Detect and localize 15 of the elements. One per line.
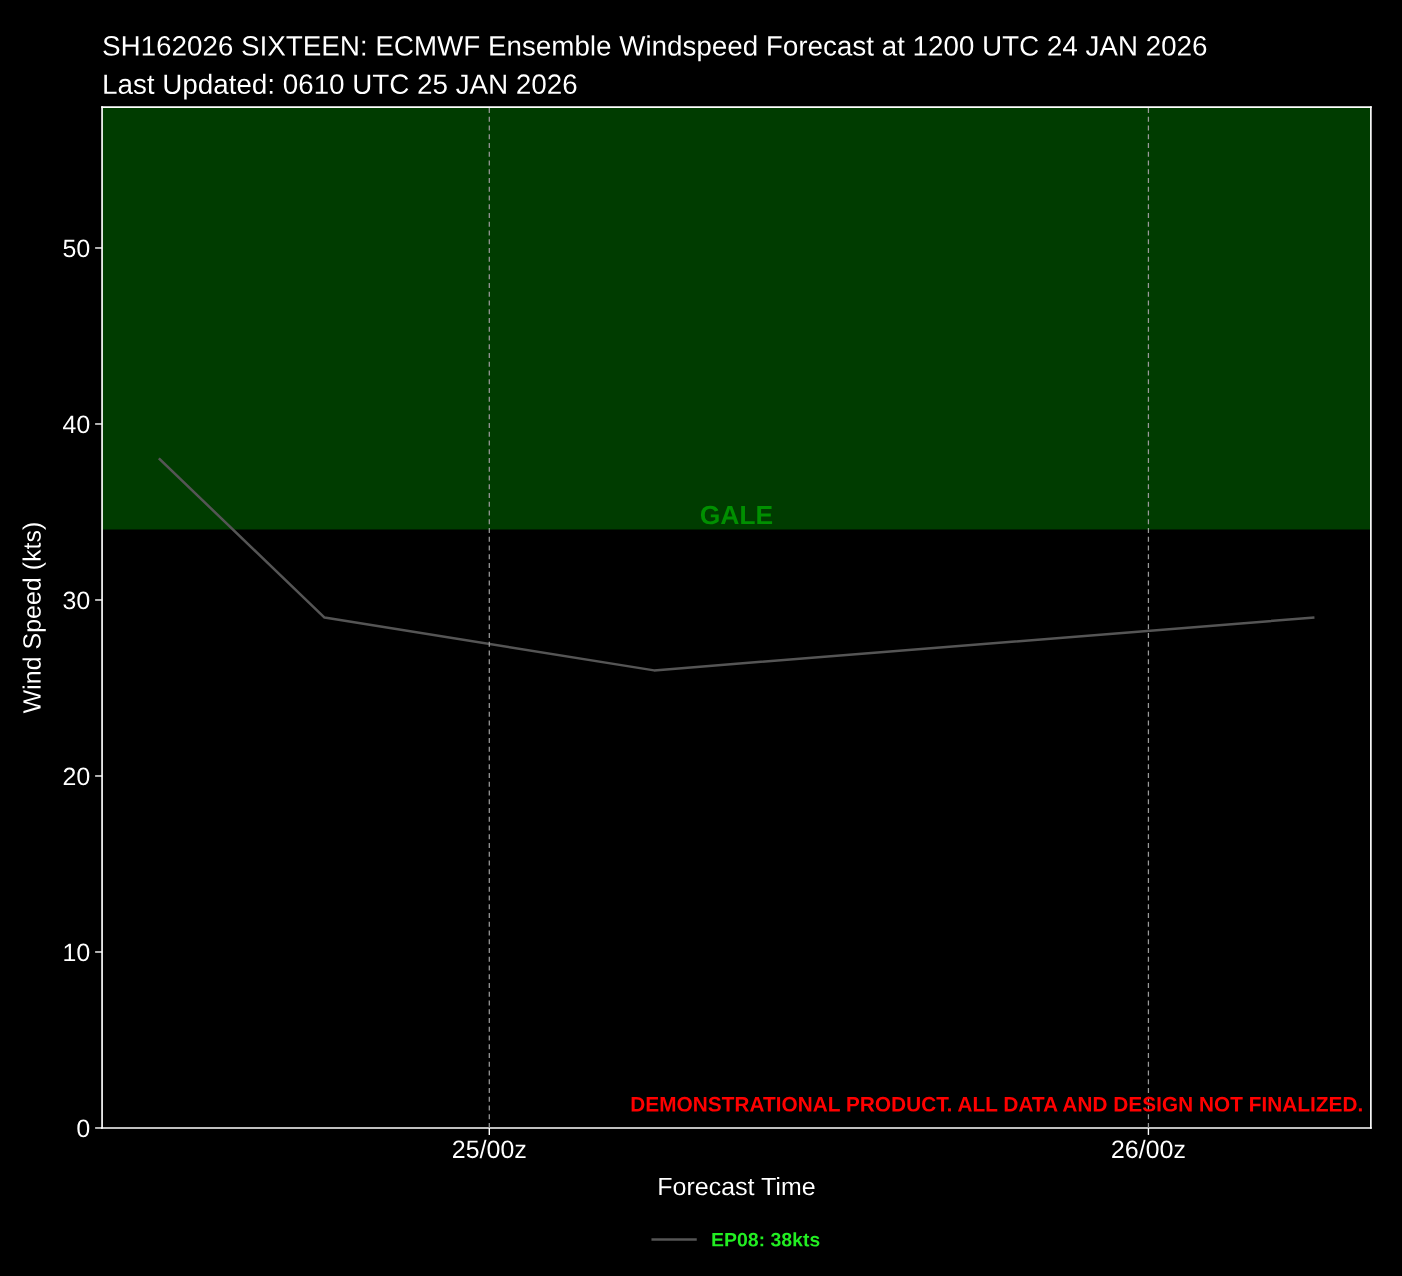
annotation: DEMONSTRATIONAL PRODUCT. ALL DATA AND DESIGN NOT FINALIZED.	[631, 1096, 1362, 1112]
chart-subtitle: Last Updated: 0610 UTC 25 JAN 2026	[104, 73, 577, 100]
x-tick-label: 26/00z	[1112, 1139, 1185, 1159]
chart-title: SH162026 SIXTEEN: ECMWF Ensemble Windspeed Forecast at 1200 UTC 24 JAN 2026	[103, 35, 1207, 62]
y-tick-label: 50	[63, 239, 90, 258]
y-tick-label: 30	[63, 591, 90, 610]
legend-label: EP08: 38kts	[712, 1232, 820, 1247]
y-tick-label: 10	[64, 943, 90, 962]
y-tick-label: 0	[77, 1119, 90, 1138]
band-label: GALE	[700, 505, 773, 525]
x-axis-title: Forecast Time	[659, 1176, 815, 1196]
y-tick-label: 40	[63, 415, 90, 434]
y-tick-label: 20	[63, 767, 90, 786]
x-tick-label: 25/00z	[453, 1139, 526, 1159]
y-axis-title: Wind Speed (kts)	[22, 523, 46, 714]
